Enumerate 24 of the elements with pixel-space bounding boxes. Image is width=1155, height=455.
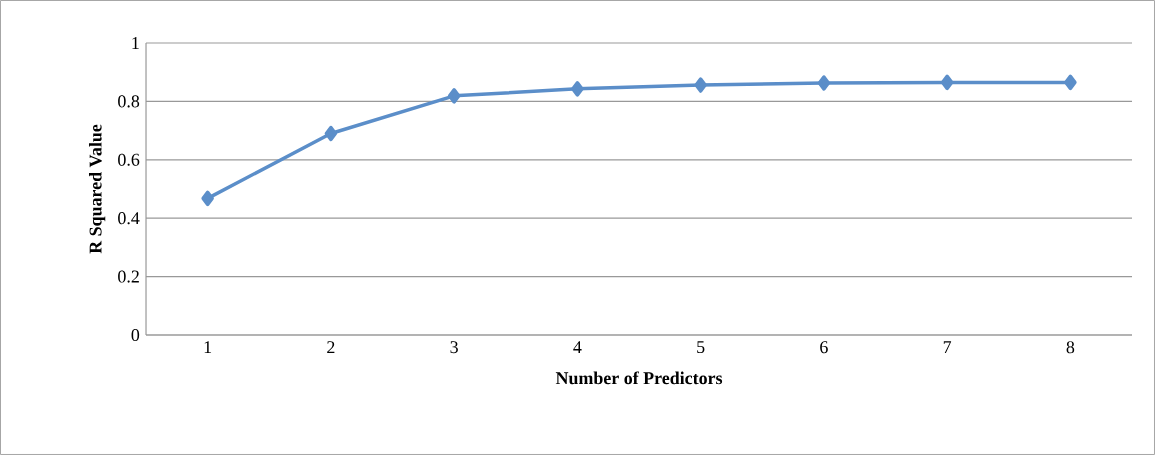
x-tick-label: 8	[1066, 341, 1075, 354]
x-tick-label: 1	[204, 341, 212, 353]
x-tick-label: 5	[697, 341, 705, 354]
y-tick-label: 0	[131, 328, 140, 342]
point	[694, 77, 707, 93]
x-tick-label: 4	[573, 341, 582, 353]
x-tick-label: 6	[820, 341, 828, 354]
y-tick-label: 1	[132, 37, 139, 49]
x-tick-label: 7	[943, 341, 952, 353]
x-tick-label: 2	[327, 341, 335, 354]
point	[817, 75, 831, 91]
point	[1064, 74, 1077, 91]
y-tick-label: 0.8	[118, 95, 140, 108]
y-tick-label: 0.6	[118, 153, 140, 166]
y-tick-label: 0.2	[118, 270, 139, 283]
x-axis-title: Number of Predictors	[555, 371, 723, 385]
point	[571, 81, 584, 97]
point	[201, 190, 214, 207]
point	[447, 88, 461, 104]
point	[940, 74, 954, 91]
y-axis-title: R Squared Value	[89, 124, 106, 254]
y-tick-label: 0.4	[118, 212, 140, 225]
x-tick-label: 3	[450, 341, 458, 354]
point	[324, 125, 338, 142]
